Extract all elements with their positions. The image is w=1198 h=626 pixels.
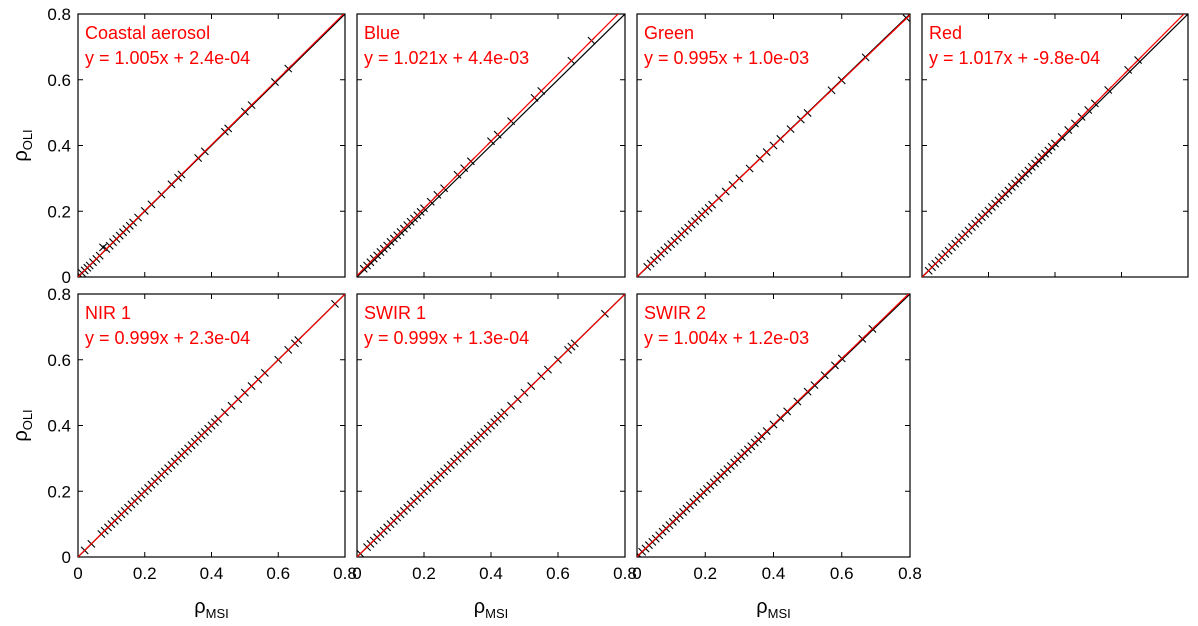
y-tick-label: 0.2 xyxy=(47,482,71,501)
y-tick-label: 0.6 xyxy=(47,351,71,370)
x-tick-label: 0.2 xyxy=(693,564,717,583)
band-name-label: SWIR 1 xyxy=(364,303,426,323)
band-name-label: Green xyxy=(644,23,694,43)
panel-blue: Blue y = 1.021x + 4.4e-03 xyxy=(356,13,626,278)
fit-line xyxy=(78,14,345,277)
fit-line xyxy=(922,14,1185,277)
band-name-label: Red xyxy=(929,23,962,43)
x-axis-title: ρMSI xyxy=(194,596,229,621)
panel-coastal-aerosol: 0 0.2 0.4 0.6 0.8 Coastal aerosol y = 1.005x +… xyxy=(10,5,346,287)
fit-equation-label: y = 0.995x + 1.0e-03 xyxy=(644,48,809,68)
fit-line xyxy=(357,14,619,276)
panel-red: Red y = 1.017x + -9.8e-04 xyxy=(921,13,1189,278)
y-axis-title: ρOLI xyxy=(10,129,35,161)
x-tick-label: 0.2 xyxy=(412,564,436,583)
plot-area xyxy=(637,294,910,557)
band-name-label: Coastal aerosol xyxy=(85,23,210,43)
x-tick-label: 0.6 xyxy=(546,564,570,583)
x-tick-label: 0.4 xyxy=(762,564,786,583)
y-tick-label: 0.6 xyxy=(47,71,71,90)
y-tick-label: 0 xyxy=(62,268,71,287)
x-tick-label: 0 xyxy=(632,564,641,583)
band-name-label: SWIR 2 xyxy=(644,303,706,323)
y-tick-label: 0.4 xyxy=(47,137,71,156)
panel-swir-1: 0 0.2 0.4 0.6 0.8 SWIR 1 y = 0.999x + 1.3e-04 ρ… xyxy=(352,293,637,621)
panel-nir-1: 0 0.2 0.4 0.6 0.8 0 0.2 0.4 0.6 0.8 NIR 1 y = 0.999… xyxy=(10,285,357,621)
plot-area xyxy=(78,294,345,557)
x-axis-title: ρMSI xyxy=(474,596,509,621)
fit-equation-label: y = 1.017x + -9.8e-04 xyxy=(929,48,1100,68)
x-tick-label: 0.4 xyxy=(200,564,224,583)
fit-equation-label: y = 1.004x + 1.2e-03 xyxy=(644,328,809,348)
x-tick-label: 0.8 xyxy=(613,564,637,583)
y-tick-label: 0 xyxy=(62,548,71,567)
y-axis-title: ρOLI xyxy=(10,409,35,441)
plot-area xyxy=(357,294,625,557)
plot-area xyxy=(922,14,1188,277)
fit-equation-label: y = 0.999x + 1.3e-04 xyxy=(364,328,529,348)
x-tick-label: 0.4 xyxy=(479,564,503,583)
y-tick-label: 0.2 xyxy=(47,202,71,221)
y-tick-label: 0.8 xyxy=(47,285,71,304)
x-axis-title: ρMSI xyxy=(756,596,791,621)
panel-swir-2: 0 0.2 0.4 0.6 0.8 SWIR 2 y = 1.004x + 1.2e-03 ρ… xyxy=(632,293,922,621)
fit-line xyxy=(637,294,910,557)
fit-line xyxy=(357,294,625,557)
fit-equation-label: y = 1.021x + 4.4e-03 xyxy=(364,48,529,68)
plot-area xyxy=(637,14,910,277)
fit-equation-label: y = 0.999x + 2.3e-04 xyxy=(85,328,250,348)
y-tick-label: 0.8 xyxy=(47,5,71,24)
x-tick-label: 0.2 xyxy=(133,564,157,583)
x-tick-label: 0 xyxy=(73,564,82,583)
x-tick-label: 0.6 xyxy=(830,564,854,583)
panel-green: Green y = 0.995x + 1.0e-03 xyxy=(636,13,911,278)
band-name-label: Blue xyxy=(364,23,400,43)
x-tick-label: 0.8 xyxy=(333,564,357,583)
y-tick-label: 0.4 xyxy=(47,417,71,436)
fit-line xyxy=(637,14,910,277)
plot-area xyxy=(78,14,345,277)
x-tick-label: 0 xyxy=(352,564,361,583)
fit-equation-label: y = 1.005x + 2.4e-04 xyxy=(85,48,250,68)
plot-area xyxy=(357,14,625,277)
x-tick-label: 0.6 xyxy=(266,564,290,583)
x-tick-label: 0.8 xyxy=(898,564,922,583)
band-name-label: NIR 1 xyxy=(85,303,131,323)
fit-line xyxy=(78,294,345,557)
